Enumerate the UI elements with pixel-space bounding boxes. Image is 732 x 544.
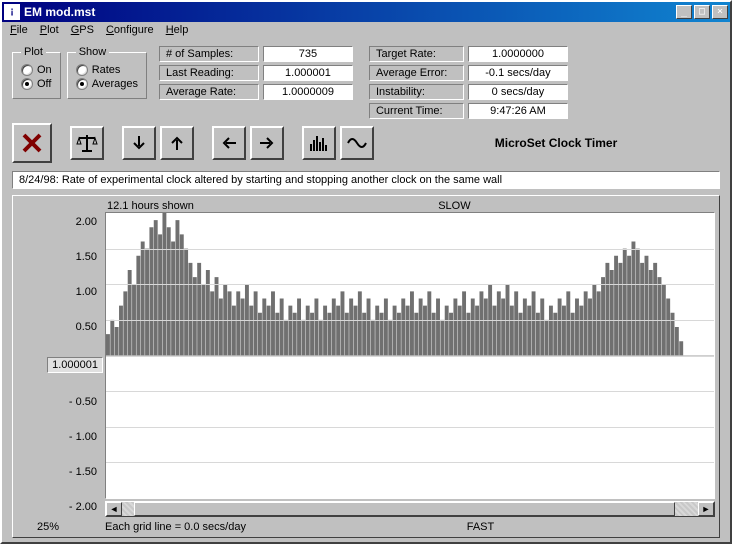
cancel-button[interactable]	[12, 123, 52, 163]
grid-note: Each grid line = 0.0 secs/day	[105, 521, 246, 533]
arrow-up-icon	[168, 134, 186, 152]
app-window: ¡ EM mod.mst _ □ × File Plot GPS Configu…	[0, 0, 732, 544]
show-averages-label: Averages	[92, 78, 138, 90]
plot-legend: Plot	[21, 46, 46, 58]
show-legend: Show	[76, 46, 110, 58]
slow-label: SLOW	[194, 200, 715, 212]
scroll-left-button[interactable]: ◄	[106, 502, 122, 516]
chart-plot	[105, 212, 715, 499]
menu-plot[interactable]: Plot	[40, 24, 59, 36]
ytick: 1.50	[76, 251, 105, 263]
hours-shown: 12.1 hours shown	[107, 200, 194, 212]
radio-plot-on[interactable]	[21, 64, 33, 76]
show-rates-label: Rates	[92, 64, 121, 76]
targets-column: Target Rate: 1.0000000 Average Error: -0…	[369, 46, 568, 119]
last-reading-value: 1.000001	[263, 65, 353, 81]
average-rate-value: 1.0000009	[263, 84, 353, 100]
target-rate-value: 1.0000000	[468, 46, 568, 62]
bars-icon	[309, 134, 329, 152]
window-buttons: _ □ ×	[676, 5, 728, 19]
radio-show-averages[interactable]	[76, 78, 88, 90]
menu-gps[interactable]: GPS	[71, 24, 94, 36]
show-averages-row[interactable]: Averages	[76, 78, 138, 90]
close-button[interactable]: ×	[712, 5, 728, 19]
menu-help[interactable]: Help	[166, 24, 189, 36]
ytick: 2.00	[76, 216, 105, 228]
ytick: 1.00	[76, 286, 105, 298]
horizontal-scrollbar[interactable]: ◄ ►	[105, 501, 715, 517]
arrow-right-icon	[258, 134, 276, 152]
scroll-right-button[interactable]: ►	[698, 502, 714, 516]
arrow-up-button[interactable]	[160, 126, 194, 160]
ytick: - 0.50	[69, 396, 105, 408]
brand-label: MicroSet Clock Timer	[392, 136, 720, 150]
current-time-value: 9:47:26 AM	[468, 103, 568, 119]
show-rates-row[interactable]: Rates	[76, 64, 138, 76]
plot-on-row[interactable]: On	[21, 64, 52, 76]
average-error-label: Average Error:	[369, 65, 464, 81]
average-error-value: -0.1 secs/day	[468, 65, 568, 81]
ytick: - 2.00	[69, 501, 105, 513]
chart-area: 12.1 hours shown SLOW 2.00 1.50 1.00 0.5…	[12, 195, 720, 538]
num-samples-label: # of Samples:	[159, 46, 259, 62]
balance-button[interactable]	[70, 126, 104, 160]
wave-icon	[347, 134, 367, 152]
instability-value: 0 secs/day	[468, 84, 568, 100]
current-time-label: Current Time:	[369, 103, 464, 119]
readings-column: # of Samples: 735 Last Reading: 1.000001…	[159, 46, 353, 100]
plot-off-row[interactable]: Off	[21, 78, 52, 90]
y-axis: 2.00 1.50 1.00 0.50 1.000001 - 0.50 - 1.…	[17, 212, 105, 517]
fast-label: FAST	[246, 521, 715, 533]
plot-group: Plot On Off	[12, 46, 61, 99]
maximize-button[interactable]: □	[694, 5, 710, 19]
show-group: Show Rates Averages	[67, 46, 147, 99]
instability-label: Instability:	[369, 84, 464, 100]
plot-off-label: Off	[37, 78, 51, 90]
last-reading-label: Last Reading:	[159, 65, 259, 81]
radio-show-rates[interactable]	[76, 64, 88, 76]
scroll-thumb[interactable]	[134, 502, 675, 516]
num-samples-value: 735	[263, 46, 353, 62]
toolbar: MicroSet Clock Timer	[2, 123, 730, 171]
top-panel: Plot On Off Show Rates Averages #	[2, 38, 730, 123]
status-text: 8/24/98: Rate of experimental clock alte…	[12, 171, 720, 189]
arrow-down-button[interactable]	[122, 126, 156, 160]
plot-on-label: On	[37, 64, 52, 76]
arrow-right-button[interactable]	[250, 126, 284, 160]
zoom-pct: 25%	[17, 521, 105, 533]
menu-bar: File Plot GPS Configure Help	[2, 22, 730, 38]
menu-file[interactable]: File	[10, 24, 28, 36]
scroll-track[interactable]	[122, 502, 698, 516]
radio-plot-off[interactable]	[21, 78, 33, 90]
app-icon: ¡	[4, 4, 20, 20]
minimize-button[interactable]: _	[676, 5, 692, 19]
ytick: - 1.00	[69, 431, 105, 443]
title-bar: ¡ EM mod.mst _ □ ×	[2, 2, 730, 22]
average-rate-label: Average Rate:	[159, 84, 259, 100]
ytick: - 1.50	[69, 466, 105, 478]
menu-configure[interactable]: Configure	[106, 24, 154, 36]
line-view-button[interactable]	[340, 126, 374, 160]
x-icon	[21, 132, 43, 154]
bars-view-button[interactable]	[302, 126, 336, 160]
arrow-left-icon	[220, 134, 238, 152]
y-center-label: 1.000001	[47, 357, 103, 373]
window-title: EM mod.mst	[24, 5, 676, 19]
ytick: 0.50	[76, 321, 105, 333]
arrow-left-button[interactable]	[212, 126, 246, 160]
balance-icon	[76, 132, 98, 154]
target-rate-label: Target Rate:	[369, 46, 464, 62]
arrow-down-icon	[130, 134, 148, 152]
